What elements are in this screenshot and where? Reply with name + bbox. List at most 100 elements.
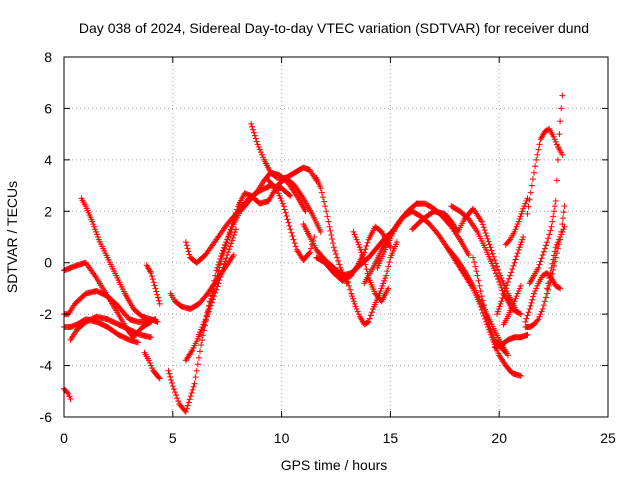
data-point [318,189,325,196]
data-point [307,245,314,252]
series-track-33 [526,92,566,287]
data-point [168,380,175,387]
data-point [213,277,220,284]
data-point [513,223,520,230]
data-point [219,252,226,258]
data-point [149,276,156,283]
data-point [524,210,531,217]
series-track-25 [448,203,524,318]
data-point [169,383,176,390]
data-point [189,386,196,393]
data-point [494,273,501,280]
data-point [292,243,299,250]
data-point [491,267,498,274]
data-point [482,306,489,313]
data-point [134,339,141,346]
data-point [559,151,566,158]
data-point [289,233,296,240]
data-point [156,375,163,382]
data-point [153,288,160,295]
data-point [232,226,239,233]
data-point [535,316,542,323]
data-point [361,257,368,264]
data-point [146,360,153,366]
data-point [182,239,189,246]
data-point [488,329,495,336]
data-point [479,309,486,316]
data-point [302,208,309,215]
data-point [557,118,564,125]
data-point [212,281,219,288]
data-point [64,389,71,396]
data-point [333,251,339,258]
y-tick-label: -4 [40,358,53,374]
data-points [61,92,568,415]
data-point [499,277,506,284]
data-point [200,321,207,328]
data-point [148,270,155,276]
data-point [363,266,370,273]
data-point [324,213,331,220]
data-point [524,331,531,338]
data-point [502,349,509,356]
data-point [228,223,235,230]
data-point [485,238,492,245]
data-point [299,194,306,200]
data-point [383,272,390,279]
data-point [173,392,180,399]
data-point [524,312,531,319]
data-point [495,276,502,283]
data-point [351,231,358,238]
data-point [480,224,487,231]
data-point [155,294,162,301]
data-point [556,236,563,243]
data-point [349,295,356,302]
data-point [195,354,202,361]
data-point [317,185,324,192]
data-point [555,144,562,150]
data-point [551,136,558,143]
data-point [353,306,360,312]
data-point [545,280,552,287]
data-point [501,288,508,295]
data-point [517,372,524,379]
data-point [188,348,195,355]
data-point [539,306,546,312]
data-point [282,209,289,216]
data-point [538,255,545,262]
data-point [193,367,200,374]
data-point [226,230,233,236]
data-point [490,334,497,341]
data-point [363,243,370,249]
data-point [557,285,564,292]
data-point [349,293,356,300]
data-point [513,293,520,300]
series-track-20 [350,228,392,305]
data-point [155,374,162,381]
data-point [517,241,524,248]
data-point [358,249,365,256]
data-point [472,263,479,270]
data-point [529,296,536,303]
data-point [558,105,565,112]
data-point [355,311,362,318]
data-point [544,290,551,297]
data-point [368,309,375,316]
data-point [350,298,357,305]
data-point [145,357,152,364]
data-point [364,319,371,326]
data-point [227,243,234,250]
data-point [203,312,210,319]
data-point [230,252,237,258]
data-point [551,248,558,255]
data-point [205,306,212,312]
data-point [329,236,336,243]
data-point [512,295,519,302]
data-point [477,288,484,294]
data-point [560,215,567,222]
data-point [217,274,224,280]
data-point [352,234,359,240]
data-point [495,266,502,273]
data-point [223,255,230,262]
data-point [377,288,384,294]
